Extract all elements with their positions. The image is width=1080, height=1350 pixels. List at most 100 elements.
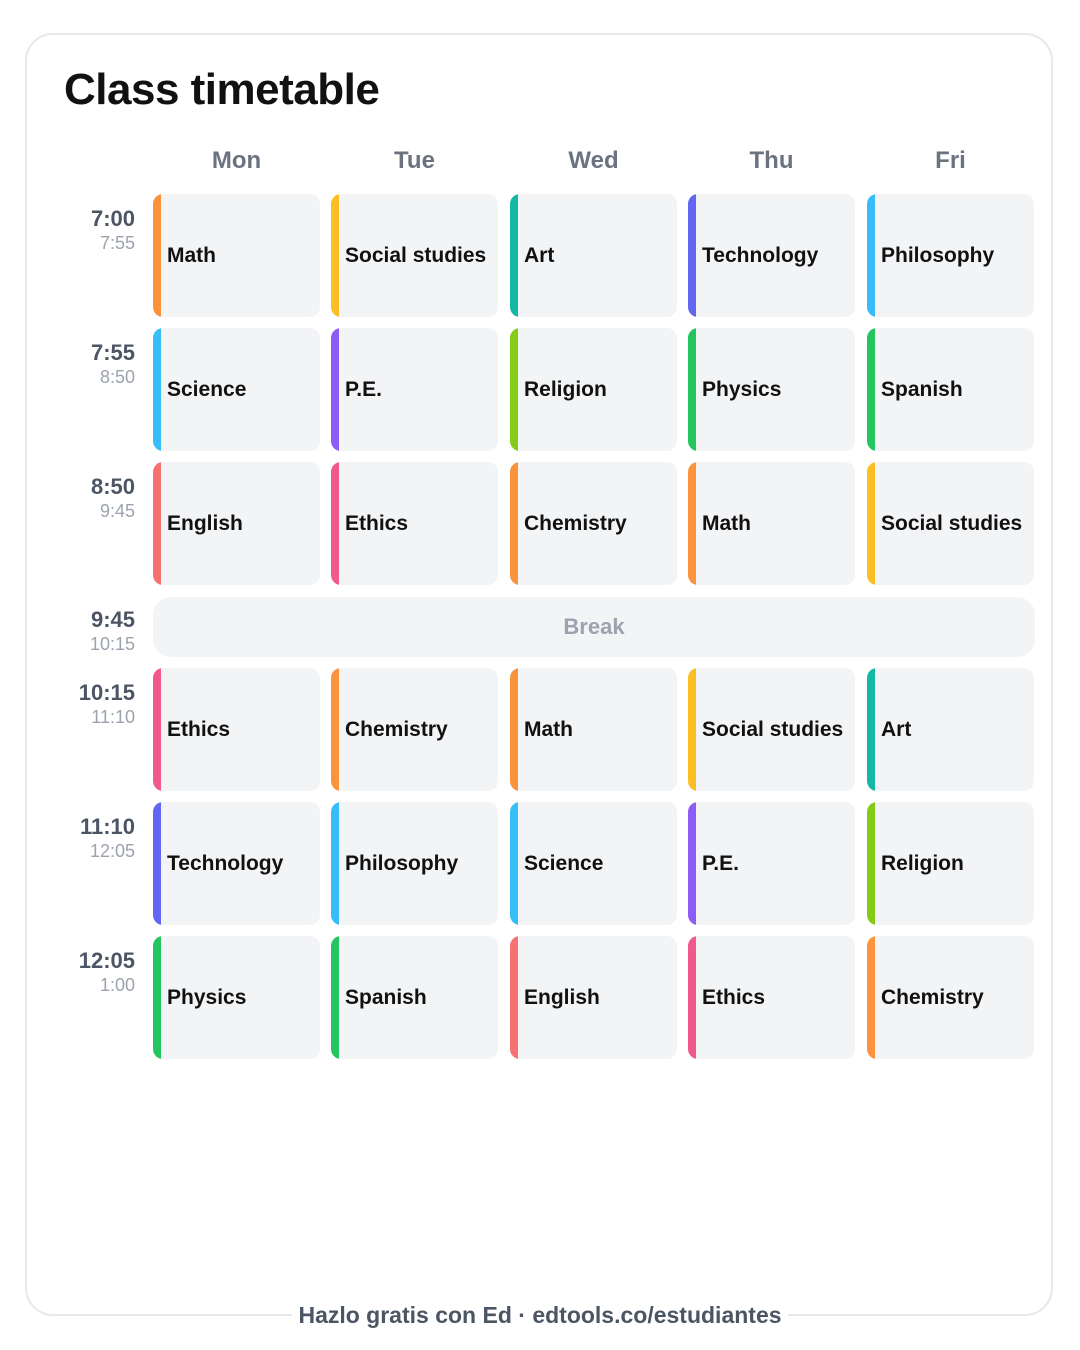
subject-color-bar [510, 194, 518, 317]
class-cell-art[interactable]: Art [510, 194, 677, 317]
subject-color-bar [867, 462, 875, 585]
subject-label: P.E. [702, 851, 739, 875]
subject-color-bar [867, 328, 875, 451]
class-cell-philosophy[interactable]: Philosophy [867, 194, 1034, 317]
class-cell-science[interactable]: Science [510, 802, 677, 925]
break-row: Break [153, 597, 1035, 657]
subject-color-bar [510, 936, 518, 1059]
subject-color-bar [867, 802, 875, 925]
class-cell-religion[interactable]: Religion [510, 328, 677, 451]
class-cell-chemistry[interactable]: Chemistry [867, 936, 1034, 1059]
subject-label: Technology [167, 851, 284, 875]
day-header-tue: Tue [394, 147, 435, 174]
subject-color-bar [153, 462, 161, 585]
class-cell-physics[interactable]: Physics [153, 936, 320, 1059]
subject-label: English [167, 511, 243, 535]
subject-label: Ethics [167, 717, 231, 741]
class-cell-philosophy[interactable]: Philosophy [331, 802, 498, 925]
subject-label: Math [702, 511, 751, 535]
subject-label: Math [524, 717, 573, 741]
time-end: 8:50 [99, 367, 135, 387]
subject-label: Art [524, 243, 555, 267]
subject-color-bar [331, 328, 339, 451]
class-cell-math[interactable]: Math [688, 462, 855, 585]
subject-color-bar [867, 668, 875, 791]
subject-label: English [524, 985, 600, 1009]
timetable-card: Class timetable Mon Tue Wed Thu Fri 7:00 7:55 M… [25, 33, 1053, 1316]
subject-color-bar [510, 328, 518, 451]
time-start: 10:15 [78, 680, 135, 705]
class-cell-spanish[interactable]: Spanish [867, 328, 1034, 451]
class-cell-social-studies[interactable]: Social studies [867, 462, 1034, 585]
class-cell-spanish[interactable]: Spanish [331, 936, 498, 1059]
time-end: 9:45 [99, 501, 135, 521]
time-slot: 7:00 7:55 [47, 206, 135, 254]
class-cell-social-studies[interactable]: Social studies [688, 668, 855, 791]
page-title: Class timetable [64, 65, 380, 114]
class-cell-p-e[interactable]: P.E. [331, 328, 498, 451]
time-end: 11:10 [91, 707, 135, 727]
class-cell-english[interactable]: English [510, 936, 677, 1059]
subject-label: Chemistry [345, 717, 448, 741]
time-end: 1:00 [99, 975, 135, 995]
time-end: 7:55 [99, 233, 135, 253]
subject-color-bar [867, 194, 875, 317]
time-slot: 12:05 1:00 [47, 948, 135, 996]
class-cell-religion[interactable]: Religion [867, 802, 1034, 925]
subject-label: Ethics [345, 511, 409, 535]
subject-label: Philosophy [881, 243, 995, 267]
class-cell-science[interactable]: Science [153, 328, 320, 451]
time-start: 7:00 [90, 206, 135, 231]
subject-label: Spanish [881, 377, 963, 401]
class-cell-math[interactable]: Math [510, 668, 677, 791]
class-cell-chemistry[interactable]: Chemistry [510, 462, 677, 585]
subject-label: Social studies [881, 511, 1023, 535]
subject-label: Chemistry [881, 985, 984, 1009]
time-start: 8:50 [90, 474, 135, 499]
day-header-fri: Fri [935, 147, 966, 174]
subject-color-bar [153, 802, 161, 925]
subject-label: Social studies [345, 243, 487, 267]
subject-label: Technology [702, 243, 819, 267]
subject-color-bar [688, 936, 696, 1059]
class-cell-english[interactable]: English [153, 462, 320, 585]
class-cell-math[interactable]: Math [153, 194, 320, 317]
class-cell-technology[interactable]: Technology [153, 802, 320, 925]
day-header-thu: Thu [749, 147, 794, 174]
subject-color-bar [153, 194, 161, 317]
class-cell-p-e[interactable]: P.E. [688, 802, 855, 925]
subject-color-bar [153, 668, 161, 791]
subject-color-bar [331, 462, 339, 585]
time-start: 11:10 [79, 814, 135, 839]
subject-color-bar [331, 194, 339, 317]
subject-label: Religion [881, 851, 964, 875]
subject-color-bar [510, 668, 518, 791]
time-slot: 8:50 9:45 [47, 474, 135, 522]
subject-label: Physics [167, 985, 247, 1009]
footer-text: Hazlo gratis con Ed · edtools.co/estudia… [292, 1302, 788, 1328]
class-cell-chemistry[interactable]: Chemistry [331, 668, 498, 791]
day-header-mon: Mon [211, 147, 262, 174]
class-cell-technology[interactable]: Technology [688, 194, 855, 317]
class-cell-ethics[interactable]: Ethics [153, 668, 320, 791]
subject-label: Religion [524, 377, 607, 401]
time-slot: 11:10 12:05 [47, 814, 135, 862]
subject-color-bar [867, 936, 875, 1059]
subject-color-bar [688, 802, 696, 925]
subject-label: Social studies [702, 717, 844, 741]
time-slot: 7:55 8:50 [47, 340, 135, 388]
subject-color-bar [331, 936, 339, 1059]
subject-label: Ethics [702, 985, 766, 1009]
class-cell-ethics[interactable]: Ethics [688, 936, 855, 1059]
class-cell-art[interactable]: Art [867, 668, 1034, 791]
time-start: 7:55 [90, 340, 135, 365]
subject-label: Physics [702, 377, 782, 401]
subject-label: Art [881, 717, 912, 741]
class-cell-social-studies[interactable]: Social studies [331, 194, 498, 317]
subject-color-bar [331, 802, 339, 925]
time-slot: 10:15 11:10 [47, 680, 135, 728]
time-end: 10:15 [89, 634, 135, 654]
class-cell-ethics[interactable]: Ethics [331, 462, 498, 585]
subject-color-bar [688, 462, 696, 585]
class-cell-physics[interactable]: Physics [688, 328, 855, 451]
